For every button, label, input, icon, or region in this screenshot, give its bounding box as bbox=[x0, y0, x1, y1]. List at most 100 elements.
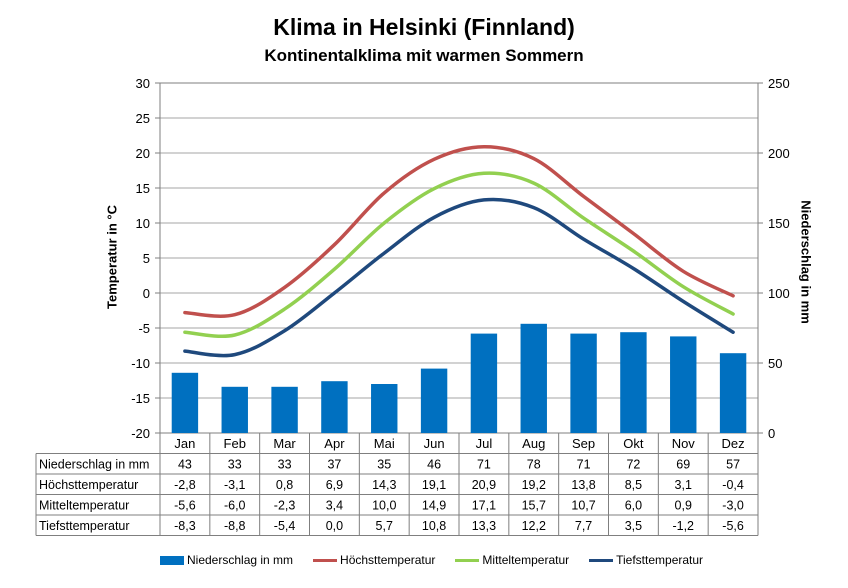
table-cell-value: 10,8 bbox=[422, 519, 446, 533]
table-cell-value: -2,3 bbox=[274, 499, 296, 513]
y-right-tick-label: 250 bbox=[768, 76, 790, 91]
x-category-label: Feb bbox=[224, 436, 246, 451]
table-cell-value: 37 bbox=[327, 458, 341, 472]
y-right-tick-label: 150 bbox=[768, 216, 790, 231]
legend-label-hoechst: Höchsttemperatur bbox=[340, 553, 436, 567]
table-row-label: Mitteltemperatur bbox=[39, 499, 129, 513]
table-row-label: Niederschlag in mm bbox=[39, 458, 149, 472]
table-cell-value: -3,0 bbox=[722, 499, 744, 513]
table-cell-value: 0,0 bbox=[326, 519, 343, 533]
table-cell-value: 12,2 bbox=[522, 519, 546, 533]
table-cell-value: -0,4 bbox=[722, 478, 744, 492]
table-cell-value: 71 bbox=[477, 458, 491, 472]
table-cell-value: -3,1 bbox=[224, 478, 246, 492]
y-right-tick-label: 50 bbox=[768, 356, 782, 371]
bar-niederschlag bbox=[570, 333, 597, 433]
y-left-tick-label: -20 bbox=[131, 426, 150, 441]
table-cell-value: 46 bbox=[427, 458, 441, 472]
y-left-tick-label: 20 bbox=[136, 146, 150, 161]
legend-label-niederschlag: Niederschlag in mm bbox=[187, 553, 294, 567]
bar-niederschlag bbox=[420, 368, 448, 433]
chart-title: Klima in Helsinki (Finnland) bbox=[273, 14, 575, 40]
table-cell-value: 14,9 bbox=[422, 499, 446, 513]
bar-niederschlag bbox=[719, 353, 747, 433]
table-cell-value: 19,1 bbox=[422, 478, 446, 492]
x-category-label: Jun bbox=[424, 436, 445, 451]
legend-swatch-niederschlag bbox=[160, 555, 184, 565]
x-category-label: Mai bbox=[374, 436, 395, 451]
x-category-label: Nov bbox=[672, 436, 696, 451]
x-category-label: Jan bbox=[174, 436, 195, 451]
table-cell-value: -2,8 bbox=[174, 478, 196, 492]
table-cell-value: 15,7 bbox=[522, 499, 546, 513]
bar-niederschlag bbox=[321, 381, 348, 433]
table-cell-value: 6,9 bbox=[326, 478, 343, 492]
table-cell-value: 19,2 bbox=[522, 478, 546, 492]
bar-niederschlag bbox=[221, 386, 248, 433]
table-cell-value: 3,5 bbox=[625, 519, 642, 533]
bar-niederschlag bbox=[371, 384, 398, 433]
y-right-tick-label: 0 bbox=[768, 426, 775, 441]
legend-item-hoechst: Höchsttemperatur bbox=[313, 553, 435, 567]
bar-niederschlag bbox=[670, 336, 697, 433]
table-cell-value: 72 bbox=[626, 458, 640, 472]
table-cell-value: 8,5 bbox=[625, 478, 642, 492]
legend-swatch-mittel bbox=[455, 558, 480, 562]
y-left-tick-label: -10 bbox=[131, 356, 150, 371]
table-cell-value: 33 bbox=[228, 458, 242, 472]
y-left-tick-label: 25 bbox=[136, 111, 150, 126]
table-cell-value: 33 bbox=[278, 458, 292, 472]
table-cell-value: 5,7 bbox=[376, 519, 393, 533]
bar-niederschlag bbox=[171, 372, 199, 433]
legend-item-mittel: Mitteltemperatur bbox=[455, 553, 569, 567]
x-category-label: Dez bbox=[722, 436, 745, 451]
table-cell-value: 14,3 bbox=[372, 478, 396, 492]
legend-swatch-tiefst bbox=[589, 558, 614, 562]
y-right-tick-label: 200 bbox=[768, 146, 790, 161]
y-left-tick-label: 15 bbox=[136, 181, 150, 196]
table-row-label: Höchsttemperatur bbox=[39, 478, 138, 492]
y-left-tick-label: 0 bbox=[143, 286, 150, 301]
table-cell-value: -5,4 bbox=[274, 519, 296, 533]
chart-legend: Niederschlag in mm Höchsttemperatur Mitt… bbox=[160, 551, 703, 569]
table-cell-value: -5,6 bbox=[174, 499, 196, 513]
table-cell-value: 3,1 bbox=[675, 478, 692, 492]
table-cell-value: 10,0 bbox=[372, 499, 396, 513]
y-left-tick-label: -5 bbox=[138, 321, 150, 336]
bar-niederschlag bbox=[271, 386, 298, 433]
bar-niederschlag bbox=[520, 323, 547, 433]
y-left-tick-label: 30 bbox=[136, 76, 150, 91]
y-right-tick-label: 100 bbox=[768, 286, 790, 301]
table-cell-value: 13,8 bbox=[571, 478, 595, 492]
y-left-tick-label: 5 bbox=[143, 251, 150, 266]
table-cell-value: 35 bbox=[377, 458, 391, 472]
legend-label-tiefst: Tiefsttemperatur bbox=[616, 553, 704, 567]
table-cell-value: -5,6 bbox=[722, 519, 744, 533]
table-cell-value: 0,8 bbox=[276, 478, 293, 492]
table-cell-value: 6,0 bbox=[625, 499, 642, 513]
legend-label-mittel: Mitteltemperatur bbox=[482, 553, 570, 567]
table-cell-value: 3,4 bbox=[326, 499, 343, 513]
table-cell-value: 78 bbox=[527, 458, 541, 472]
table-cell-value: -8,8 bbox=[224, 519, 246, 533]
x-category-label: Mar bbox=[273, 436, 296, 451]
x-category-label: Okt bbox=[623, 436, 644, 451]
table-cell-value: 69 bbox=[676, 458, 690, 472]
table-cell-value: 10,7 bbox=[571, 499, 595, 513]
chart-subtitle: Kontinentalklima mit warmen Sommern bbox=[264, 46, 584, 65]
line-mitteltemperatur bbox=[183, 171, 735, 339]
table-cell-value: 0,9 bbox=[675, 499, 692, 513]
table-cell-value: -8,3 bbox=[174, 519, 196, 533]
table-row-label: Tiefsttemperatur bbox=[39, 519, 130, 533]
table-cell-value: -1,2 bbox=[672, 519, 694, 533]
line-hoechsttemperatur bbox=[183, 144, 735, 318]
table-cell-value: 71 bbox=[577, 458, 591, 472]
y-left-tick-label: -15 bbox=[131, 391, 150, 406]
line-tiefsttemperatur bbox=[183, 197, 735, 358]
table-cell-value: 7,7 bbox=[575, 519, 592, 533]
x-category-label: Aug bbox=[522, 436, 545, 451]
table-cell-value: 17,1 bbox=[472, 499, 496, 513]
y-left-tick-label: 10 bbox=[136, 216, 150, 231]
table-cell-value: 57 bbox=[726, 458, 740, 472]
